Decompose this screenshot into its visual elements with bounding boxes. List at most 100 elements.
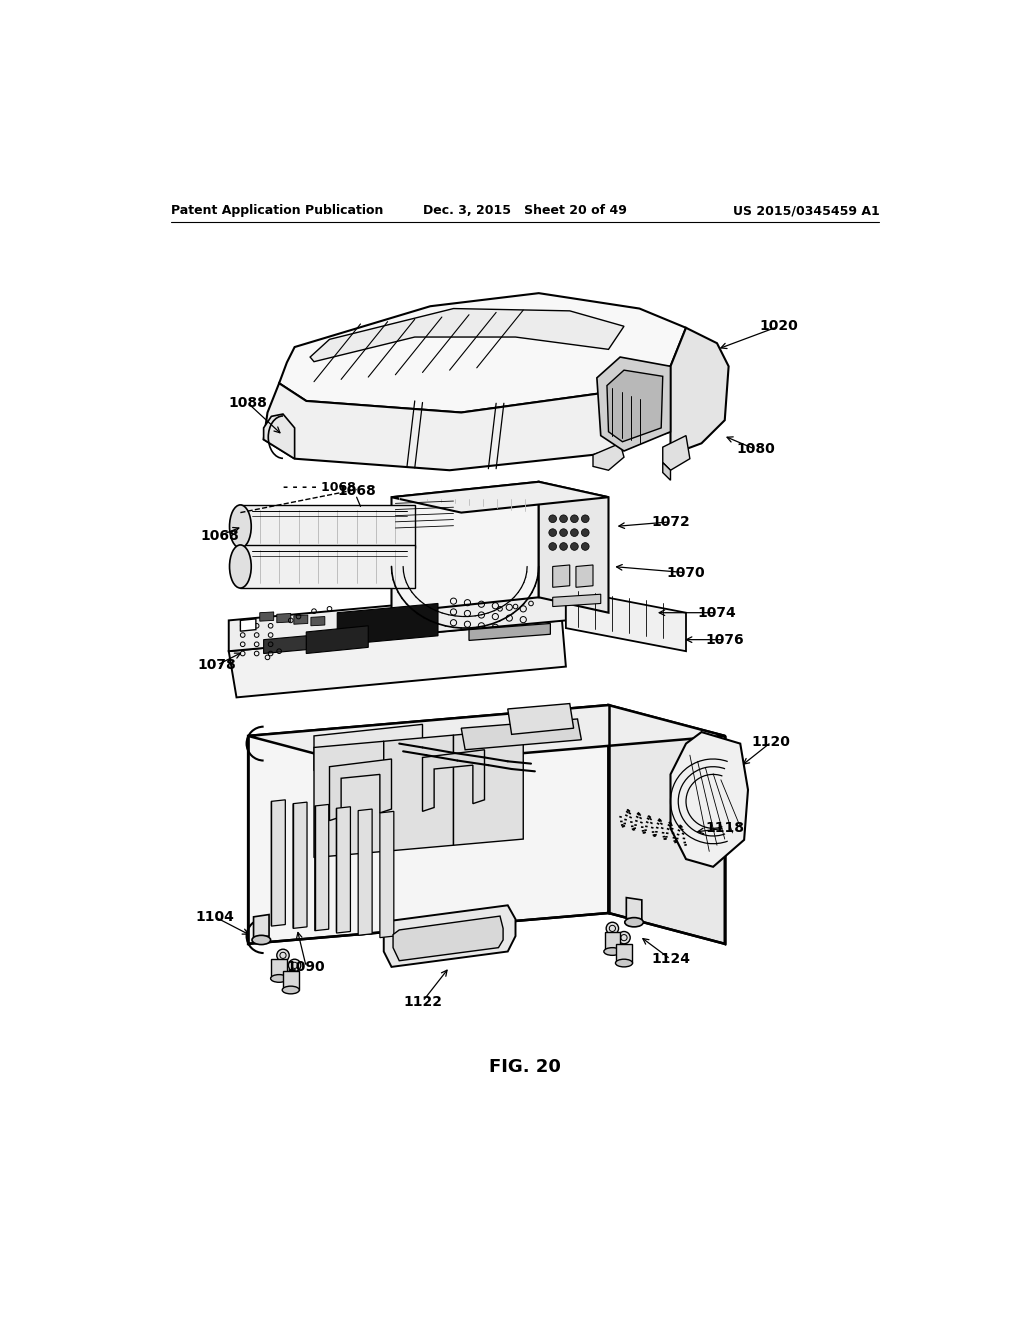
Polygon shape xyxy=(607,370,663,442)
Polygon shape xyxy=(263,414,295,459)
Circle shape xyxy=(289,960,301,972)
Text: US 2015/0345459 A1: US 2015/0345459 A1 xyxy=(733,205,880,218)
Polygon shape xyxy=(393,916,503,961)
Text: 1068: 1068 xyxy=(200,529,239,543)
Polygon shape xyxy=(566,590,686,651)
Circle shape xyxy=(276,949,289,961)
Polygon shape xyxy=(604,932,621,952)
Text: 1072: 1072 xyxy=(651,515,690,529)
Text: 1068: 1068 xyxy=(337,484,376,498)
Circle shape xyxy=(570,529,579,536)
Text: 1076: 1076 xyxy=(706,632,744,647)
Polygon shape xyxy=(380,812,394,937)
Polygon shape xyxy=(627,898,642,921)
Polygon shape xyxy=(248,705,608,944)
Polygon shape xyxy=(311,616,325,626)
Polygon shape xyxy=(228,620,566,697)
Text: Patent Application Publication: Patent Application Publication xyxy=(171,205,383,218)
Polygon shape xyxy=(391,482,608,512)
Circle shape xyxy=(560,515,567,523)
Polygon shape xyxy=(671,733,748,867)
Polygon shape xyxy=(263,636,306,653)
Ellipse shape xyxy=(252,936,270,945)
Polygon shape xyxy=(314,742,384,858)
Polygon shape xyxy=(241,619,256,631)
Polygon shape xyxy=(423,750,484,812)
Polygon shape xyxy=(391,482,539,612)
Text: 1104: 1104 xyxy=(196,909,234,924)
Polygon shape xyxy=(314,804,329,931)
Circle shape xyxy=(570,515,579,523)
Polygon shape xyxy=(283,970,299,990)
Polygon shape xyxy=(384,735,454,851)
Polygon shape xyxy=(597,358,671,451)
Polygon shape xyxy=(271,800,286,927)
Text: 1078: 1078 xyxy=(198,659,237,672)
Circle shape xyxy=(549,515,557,523)
Ellipse shape xyxy=(625,917,643,927)
Polygon shape xyxy=(593,444,624,470)
Circle shape xyxy=(582,529,589,536)
Polygon shape xyxy=(663,436,690,470)
Polygon shape xyxy=(616,944,632,964)
Polygon shape xyxy=(241,506,415,548)
Text: Dec. 3, 2015   Sheet 20 of 49: Dec. 3, 2015 Sheet 20 of 49 xyxy=(423,205,627,218)
Ellipse shape xyxy=(283,986,299,994)
Polygon shape xyxy=(241,545,415,589)
Circle shape xyxy=(582,515,589,523)
Text: 1122: 1122 xyxy=(403,994,442,1008)
Circle shape xyxy=(617,932,630,944)
Polygon shape xyxy=(306,626,369,653)
Polygon shape xyxy=(508,704,573,734)
Circle shape xyxy=(549,543,557,550)
Polygon shape xyxy=(280,293,686,412)
Text: 1090: 1090 xyxy=(287,960,326,974)
Polygon shape xyxy=(553,565,569,587)
Ellipse shape xyxy=(615,960,633,966)
Polygon shape xyxy=(469,623,550,640)
Text: 1124: 1124 xyxy=(651,952,690,966)
Polygon shape xyxy=(248,705,725,767)
Circle shape xyxy=(560,529,567,536)
Polygon shape xyxy=(271,960,287,978)
Circle shape xyxy=(582,543,589,550)
Polygon shape xyxy=(553,594,601,607)
Polygon shape xyxy=(539,482,608,612)
Ellipse shape xyxy=(604,948,621,956)
Polygon shape xyxy=(276,614,291,623)
Polygon shape xyxy=(454,729,523,845)
Circle shape xyxy=(549,529,557,536)
Polygon shape xyxy=(358,809,372,936)
Text: 1088: 1088 xyxy=(228,396,267,411)
Text: - - - - 1068: - - - - 1068 xyxy=(283,482,355,495)
Polygon shape xyxy=(461,719,582,750)
Polygon shape xyxy=(314,725,423,771)
Polygon shape xyxy=(330,759,391,821)
Polygon shape xyxy=(260,612,273,622)
Circle shape xyxy=(570,543,579,550)
Text: 1118: 1118 xyxy=(706,821,744,836)
Polygon shape xyxy=(671,327,729,455)
Polygon shape xyxy=(575,565,593,587)
Polygon shape xyxy=(310,309,624,362)
Polygon shape xyxy=(337,603,438,645)
Polygon shape xyxy=(228,590,566,651)
Polygon shape xyxy=(254,915,269,939)
Polygon shape xyxy=(663,462,671,480)
Polygon shape xyxy=(294,615,308,624)
Polygon shape xyxy=(384,906,515,966)
Ellipse shape xyxy=(270,974,288,982)
Polygon shape xyxy=(293,803,307,928)
Text: 1070: 1070 xyxy=(667,566,706,579)
Polygon shape xyxy=(608,705,725,944)
Text: FIG. 20: FIG. 20 xyxy=(488,1059,561,1076)
Ellipse shape xyxy=(229,545,251,589)
Ellipse shape xyxy=(229,506,251,548)
Text: 1080: 1080 xyxy=(736,442,775,457)
Circle shape xyxy=(606,923,618,935)
Polygon shape xyxy=(337,807,350,933)
Circle shape xyxy=(560,543,567,550)
Polygon shape xyxy=(263,367,671,470)
Text: 1120: 1120 xyxy=(752,735,791,748)
Text: 1074: 1074 xyxy=(697,606,736,619)
